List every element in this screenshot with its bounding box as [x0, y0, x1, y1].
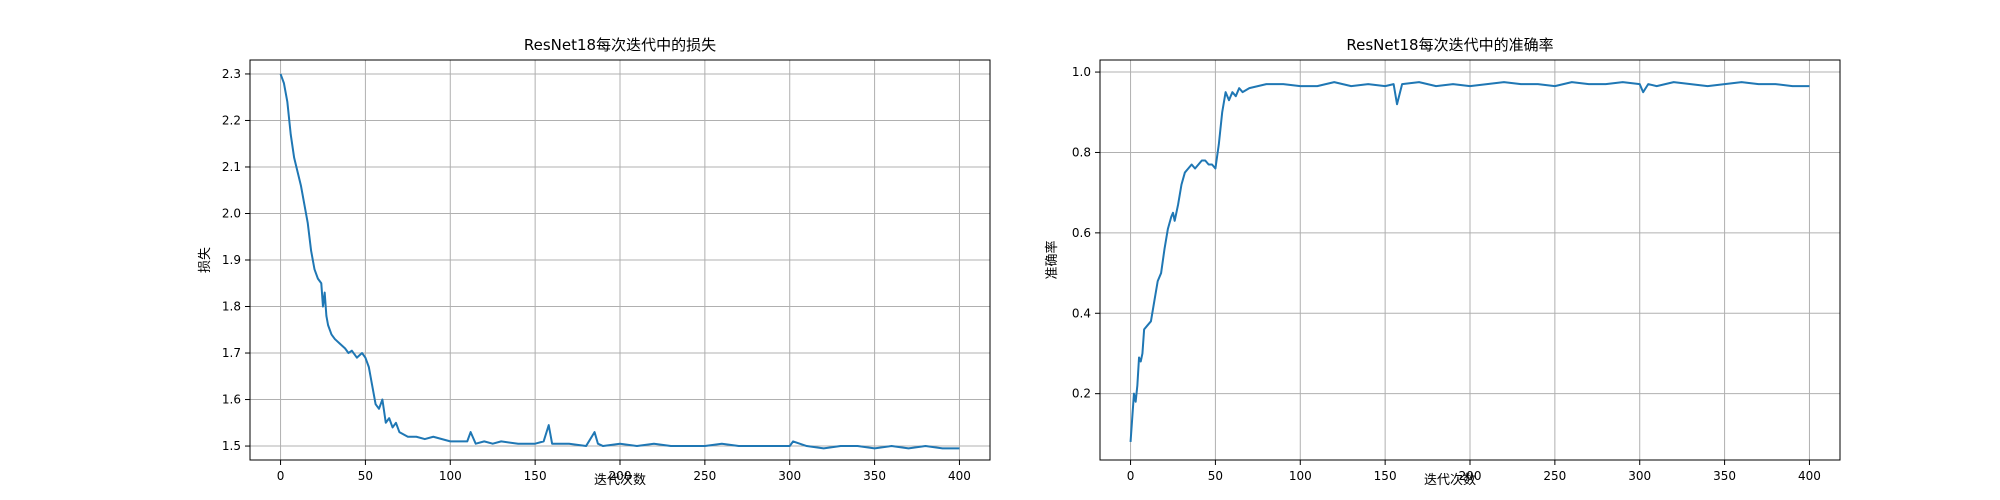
accuracy-chart-ytick-label: 1.0	[1072, 65, 1091, 79]
loss-chart-title: ResNet18每次迭代中的损失	[524, 36, 716, 54]
accuracy-chart-xtick-label: 350	[1713, 469, 1736, 483]
loss-chart-ytick-label: 1.5	[222, 439, 241, 453]
loss-chart-ytick-label: 2.2	[222, 113, 241, 127]
accuracy-chart-title: ResNet18每次迭代中的准确率	[1346, 36, 1553, 54]
accuracy-chart-xlabel: 迭代次数	[1424, 472, 1476, 488]
accuracy-chart-ytick-label: 0.8	[1072, 145, 1091, 159]
accuracy-chart-ylabel: 准确率	[1044, 240, 1060, 279]
accuracy-chart-ytick-label: 0.4	[1072, 306, 1091, 320]
loss-chart-xtick-label: 250	[693, 469, 716, 483]
loss-chart-ytick-label: 2.0	[222, 206, 241, 220]
accuracy-chart-series-line	[1129, 81, 1810, 442]
accuracy-chart-series	[1129, 81, 1810, 442]
loss-chart-series	[279, 73, 960, 450]
loss-chart-xtick-label: 100	[439, 469, 462, 483]
accuracy-chart-ytick-label: 0.2	[1072, 387, 1091, 401]
loss-chart-xtick-label: 200	[609, 469, 632, 483]
accuracy-chart-xtick-label: 250	[1543, 469, 1566, 483]
accuracy-chart-xtick-label: 50	[1208, 469, 1223, 483]
loss-chart-xtick-label: 0	[277, 469, 285, 483]
loss-chart-xtick-label: 300	[778, 469, 801, 483]
loss-chart-ytick-label: 1.8	[222, 300, 241, 314]
loss-chart-xlabel: 迭代次数	[594, 472, 646, 488]
loss-chart-ytick-label: 1.7	[222, 346, 241, 360]
loss-chart-xtick-label: 400	[948, 469, 971, 483]
loss-chart-series-line	[279, 73, 960, 450]
accuracy-chart-grid	[1100, 60, 1840, 460]
loss-chart-frame	[249, 59, 991, 461]
loss-chart-ytick-label: 2.3	[222, 67, 241, 81]
loss-chart-ticks: 0 50 100 150 200 250 300 350 400 1.5 1.6 1.7 1.8 1.9 2…	[222, 67, 971, 483]
loss-chart-ylabel: 损失	[198, 247, 213, 273]
accuracy-chart-xtick-label: 300	[1628, 469, 1651, 483]
loss-chart: ResNet18每次迭代中的损失 迭代次数 损失 0 50 100 150 200 250…	[198, 36, 991, 488]
accuracy-chart-ytick-label: 0.6	[1072, 226, 1091, 240]
accuracy-chart-frame	[1099, 59, 1841, 461]
loss-chart-xtick-label: 350	[863, 469, 886, 483]
accuracy-chart-xtick-label: 150	[1374, 469, 1397, 483]
loss-chart-ytick-label: 1.6	[222, 393, 241, 407]
accuracy-chart-xtick-label: 100	[1289, 469, 1312, 483]
loss-chart-grid	[250, 60, 990, 460]
accuracy-chart-ticks: 0 50 100 150 200 250 300 350 400 0.2 0.4 0.6 0.8 1.0	[1072, 65, 1821, 483]
accuracy-chart-xtick-label: 400	[1798, 469, 1821, 483]
accuracy-chart-xtick-label: 0	[1127, 469, 1135, 483]
accuracy-chart: ResNet18每次迭代中的准确率 迭代次数 准确率 0 50 100 150 200 2…	[1044, 36, 1841, 488]
loss-chart-ytick-label: 1.9	[222, 253, 241, 267]
loss-chart-xtick-label: 150	[524, 469, 547, 483]
loss-chart-ytick-label: 2.1	[222, 160, 241, 174]
loss-chart-xtick-label: 50	[358, 469, 373, 483]
accuracy-chart-xtick-label: 200	[1459, 469, 1482, 483]
